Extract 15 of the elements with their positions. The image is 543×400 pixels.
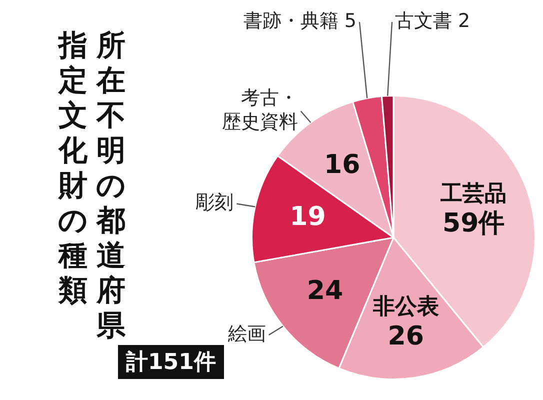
slice-label: 古文書 2 — [395, 10, 470, 32]
slice-label: 考古・歴史資料 — [222, 87, 298, 134]
data-label: 24 — [306, 276, 344, 306]
slice-label: 書跡・典籍 5 — [243, 10, 356, 32]
slice-label: 非公表 — [372, 294, 439, 320]
text: 計151件 — [118, 345, 224, 379]
slice-label: 絵画 — [226, 322, 266, 345]
chart-title: 所在不明の都道府県 — [96, 28, 126, 342]
data-label: 19 — [290, 202, 326, 232]
data-label: 26 — [388, 321, 424, 352]
text: 指定文化財の種類 — [56, 28, 89, 308]
slice-label: 彫刻 — [196, 192, 234, 214]
data-label: 16 — [324, 150, 360, 180]
slice-label: 工芸品 — [440, 182, 507, 207]
data-label: 59件 — [442, 208, 505, 239]
